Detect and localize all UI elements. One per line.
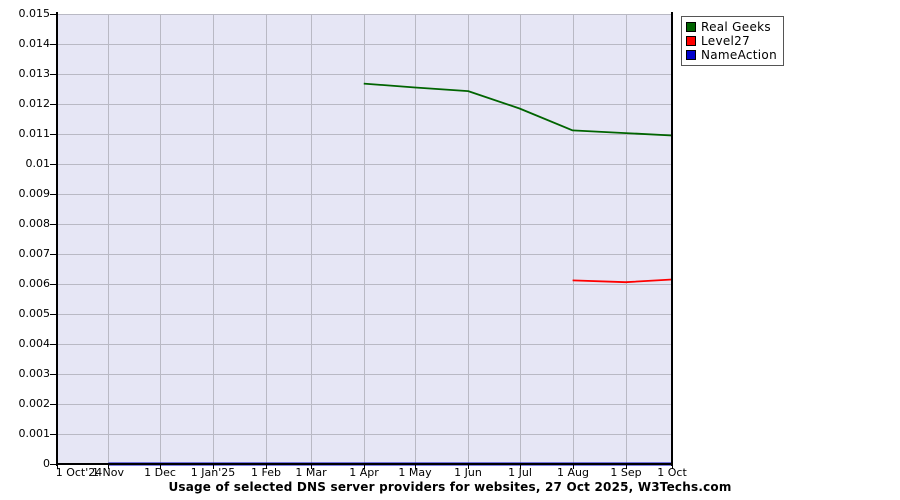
y-axis-tick	[50, 254, 58, 255]
gridline-vertical	[468, 14, 469, 464]
x-axis-tick	[415, 464, 416, 469]
series-line-real-geeks	[363, 82, 673, 137]
x-axis-tick	[626, 464, 627, 469]
gridline-vertical	[311, 14, 312, 464]
x-axis-tick	[57, 464, 58, 469]
gridline-vertical	[364, 14, 365, 464]
legend-color-swatch	[686, 36, 696, 46]
y-axis-tick	[50, 464, 58, 465]
x-axis-tick-label: 1 Aug	[557, 466, 589, 479]
legend-color-swatch	[686, 22, 696, 32]
y-axis-tick-label: 0.007	[18, 247, 51, 260]
y-axis-tick	[50, 434, 58, 435]
y-axis-tick-label: 0.005	[18, 307, 51, 320]
gridline-vertical	[626, 14, 627, 464]
chart-caption: Usage of selected DNS server providers f…	[168, 480, 732, 494]
x-axis-tick-label: 1 Jan'25	[190, 466, 236, 479]
y-axis-tick	[50, 374, 58, 375]
y-axis-tick-label: 0.001	[18, 427, 51, 440]
x-axis-tick-label: 1 Feb	[251, 466, 281, 479]
y-axis-tick-label: 0	[43, 457, 50, 470]
y-axis-tick	[50, 224, 58, 225]
x-axis-tick	[108, 464, 109, 469]
legend-item-real-geeks: Real Geeks	[686, 20, 777, 34]
y-axis-tick-labels: 0 0.001 0.002 0.003 0.004 0.005 0.006 0.007 0.00…	[0, 0, 51, 500]
y-axis-tick-label: 0.015	[18, 7, 51, 20]
x-axis-tick-label: 1 Oct	[657, 466, 687, 479]
x-axis-tick	[672, 464, 673, 469]
legend-label: Real Geeks	[701, 20, 771, 34]
x-axis-tick-label: 1 Sep	[610, 466, 642, 479]
legend-item-level27: Level27	[686, 34, 777, 48]
y-axis-tick-label: 0.012	[18, 97, 51, 110]
x-axis-tick-label: 1 Dec	[144, 466, 176, 479]
x-axis-tick	[213, 464, 214, 469]
y-axis-tick	[50, 74, 58, 75]
y-axis-tick-label: 0.008	[18, 217, 51, 230]
y-axis-tick-label: 0.009	[18, 187, 51, 200]
gridline-vertical	[213, 14, 214, 464]
right-axis-line	[671, 12, 673, 466]
y-axis-tick	[50, 314, 58, 315]
y-axis-tick-label: 0.014	[18, 37, 51, 50]
legend-label: NameAction	[701, 48, 777, 62]
plot-area	[57, 14, 673, 464]
y-axis-tick	[50, 344, 58, 345]
x-axis-tick-label: 1 Jul	[508, 466, 532, 479]
y-axis-tick-label: 0.002	[18, 397, 51, 410]
y-axis-tick-label: 0.013	[18, 67, 51, 80]
y-axis-tick-label: 0.011	[18, 127, 51, 140]
y-axis-line	[56, 12, 58, 466]
series-layer	[108, 82, 673, 466]
y-axis-tick	[50, 164, 58, 165]
y-axis-tick	[50, 194, 58, 195]
y-axis-tick-label: 0.01	[25, 157, 51, 170]
y-axis-tick	[50, 104, 58, 105]
x-axis-tick	[468, 464, 469, 469]
y-axis-tick-label: 0.004	[18, 337, 51, 350]
x-axis-tick-label: 1 Apr	[349, 466, 379, 479]
series-line-level27	[572, 278, 673, 284]
y-axis-tick	[50, 134, 58, 135]
gridline-vertical	[415, 14, 416, 464]
x-axis-tick	[160, 464, 161, 469]
x-axis-tick	[573, 464, 574, 469]
x-axis-tick-label: 1 Jun	[454, 466, 482, 479]
y-axis-tick	[50, 404, 58, 405]
x-axis-tick-label: 1 Oct'24	[55, 466, 103, 479]
gridline-vertical	[266, 14, 267, 464]
gridline-vertical	[520, 14, 521, 464]
x-axis-tick-label: 1 May	[398, 466, 432, 479]
x-axis-tick	[311, 464, 312, 469]
chart-legend: Real Geeks Level27 NameAction	[681, 16, 784, 66]
legend-item-nameaction: NameAction	[686, 48, 777, 62]
y-axis-tick-label: 0.003	[18, 367, 51, 380]
x-axis-tick	[266, 464, 267, 469]
x-axis-tick-label: 1 Nov	[92, 466, 124, 479]
x-axis-tick	[364, 464, 365, 469]
x-axis-tick	[520, 464, 521, 469]
gridline-vertical	[573, 14, 574, 464]
gridline-vertical	[160, 14, 161, 464]
gridline-vertical	[108, 14, 109, 464]
legend-label: Level27	[701, 34, 751, 48]
y-axis-tick-label: 0.006	[18, 277, 51, 290]
y-axis-tick	[50, 14, 58, 15]
legend-color-swatch	[686, 50, 696, 60]
y-axis-tick	[50, 284, 58, 285]
y-axis-tick	[50, 44, 58, 45]
x-axis-tick-label: 1 Mar	[295, 466, 327, 479]
